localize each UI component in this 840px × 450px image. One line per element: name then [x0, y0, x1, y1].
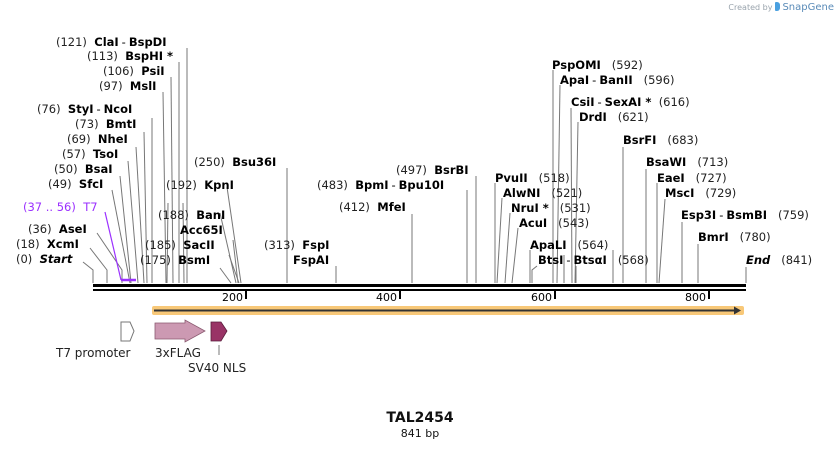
site-start[interactable]: (0) Start [16, 252, 73, 266]
credit-brand: SnapGene [782, 2, 834, 13]
site-bsphi[interactable]: (113) BspHI * [87, 49, 174, 63]
credit-prefix: Created by [728, 3, 773, 12]
site-bsrbi[interactable]: (497) BsrBI [396, 163, 469, 177]
site-tsoi[interactable]: (57) TsoI [62, 147, 119, 161]
feature-3xflag[interactable]: 3xFLAG [155, 346, 201, 360]
site-pvuii[interactable]: PvuII (518) [495, 171, 570, 185]
ruler-tick-800: 800 [685, 291, 706, 304]
site-psii[interactable]: (106) PsiI [103, 64, 165, 78]
site-apali[interactable]: ApaLI (564) [530, 238, 609, 252]
site-kpni[interactable]: (192) KpnI [166, 178, 234, 192]
site-msli[interactable]: (97) MslI [99, 79, 157, 93]
site-msci[interactable]: MscI (729) [665, 186, 737, 200]
site-acc65i[interactable]: Acc65I [180, 223, 223, 237]
snapgene-credit: Created by SnapGene [728, 2, 834, 13]
site-bsu36i[interactable]: (250) Bsu36I [194, 155, 277, 169]
site-nrui[interactable]: NruI * (531) [511, 201, 591, 215]
site-fspai[interactable]: FspAI [293, 253, 330, 267]
site-bsai[interactable]: (50) BsaI [54, 162, 113, 176]
site-eaei[interactable]: EaeI (727) [657, 171, 727, 185]
site-nhei[interactable]: (69) NheI [67, 132, 128, 146]
primer-t7[interactable]: (37 .. 56) T7 [23, 200, 98, 214]
ruler-tick-200: 200 [222, 291, 243, 304]
site-fspi[interactable]: (313) FspI [264, 238, 330, 252]
feature-t7-promoter[interactable]: T7 promoter [56, 346, 131, 360]
feature-sv40-nls[interactable]: SV40 NLS [188, 361, 247, 375]
site-bmri[interactable]: BmrI (780) [698, 230, 771, 244]
site-clai[interactable]: (121) ClaI - BspDI [56, 35, 167, 49]
site-sfci[interactable]: (49) SfcI [48, 177, 104, 191]
site-sacii[interactable]: (185) SacII [145, 238, 215, 252]
site-end[interactable]: End (841) [746, 253, 813, 267]
site-acui[interactable]: AcuI (543) [519, 216, 590, 230]
site-bsmi[interactable]: (175) BsmI [140, 253, 211, 267]
site-btsi[interactable]: BtsI - BtsαI (568) [538, 253, 649, 267]
site-bsawi[interactable]: BsaWI (713) [646, 155, 729, 169]
site-bmti[interactable]: (73) BmtI [75, 117, 137, 131]
site-bsrfi[interactable]: BsrFI (683) [623, 133, 699, 147]
site-bani[interactable]: (188) BanI [158, 208, 226, 222]
site-esp3i[interactable]: Esp3I - BsmBI (759) [681, 208, 809, 222]
sequence-name: TAL2454 [386, 410, 454, 426]
site-styi[interactable]: (76) StyI - NcoI [37, 102, 133, 116]
site-drdi[interactable]: DrdI (621) [579, 110, 649, 124]
site-alwni[interactable]: AlwNI (521) [503, 186, 583, 200]
sequence-length: 841 bp [400, 427, 440, 440]
site-xcmi[interactable]: (18) XcmI [16, 237, 79, 251]
site-asei[interactable]: (36) AseI [28, 222, 87, 236]
ruler-tick-600: 600 [531, 291, 552, 304]
site-mfei[interactable]: (412) MfeI [339, 200, 406, 214]
site-csii[interactable]: CsiI - SexAI * (616) [571, 95, 690, 109]
site-bpmi[interactable]: (483) BpmI - Bpu10I [317, 178, 445, 192]
site-pspomi[interactable]: PspOMI (592) [552, 58, 643, 72]
site-apai[interactable]: ApaI - BanII (596) [560, 73, 675, 87]
snapgene-logo-icon [775, 2, 781, 11]
ruler-tick-400: 400 [376, 291, 397, 304]
